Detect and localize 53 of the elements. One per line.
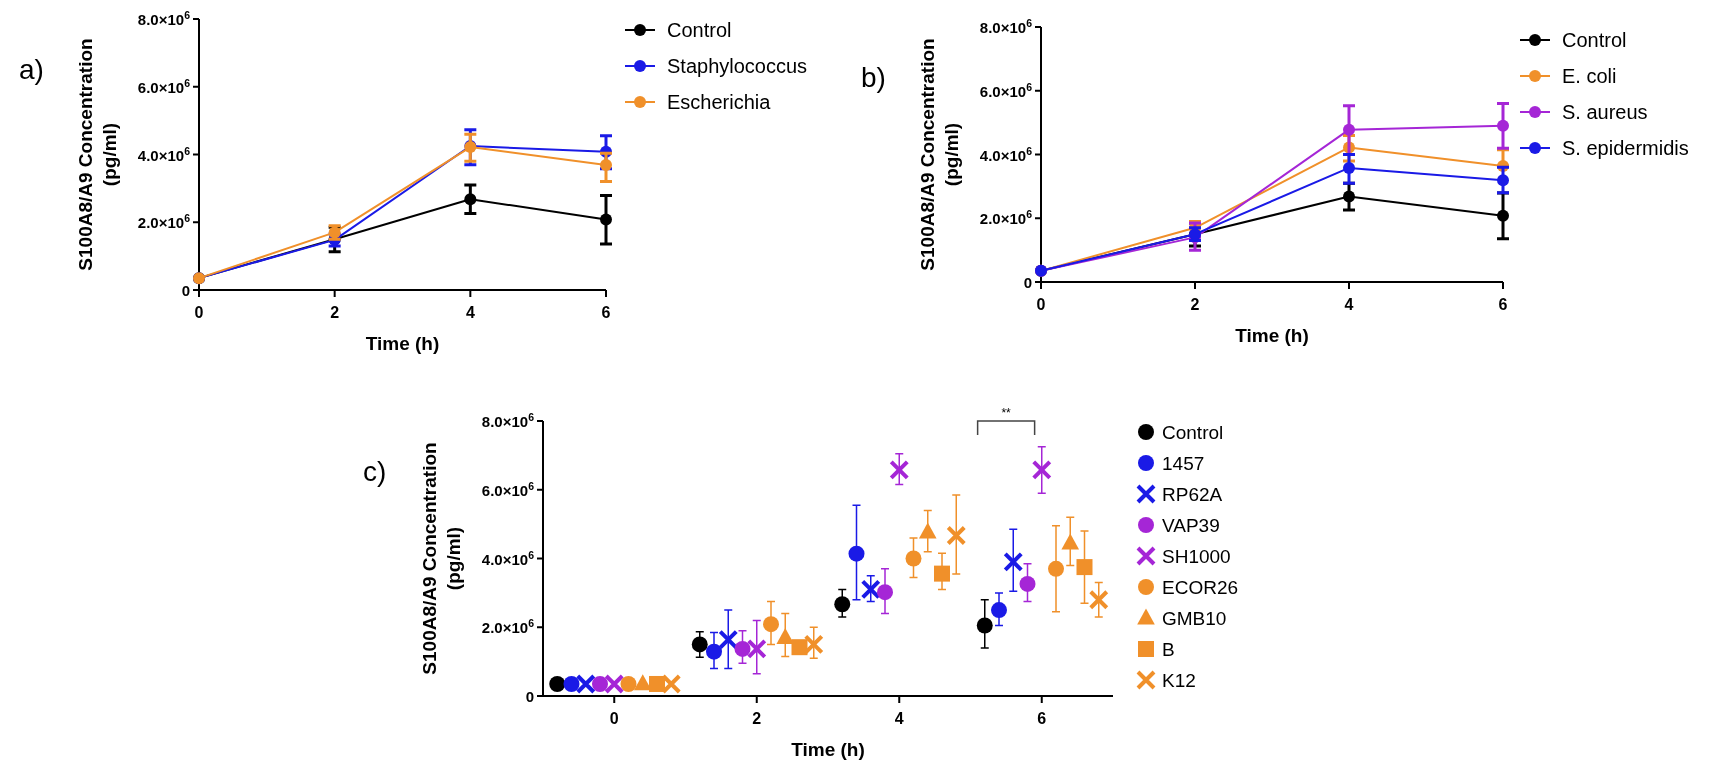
legend-label: Control — [667, 19, 732, 41]
legend-label: E. coli — [1562, 65, 1617, 87]
x-tick-label: 0 — [1036, 296, 1046, 313]
x-tick-label: 6 — [1037, 710, 1047, 727]
legend-label: GMB10 — [1162, 608, 1227, 629]
x-tick-label: 2 — [330, 304, 340, 321]
legend-label: RP62A — [1162, 484, 1223, 505]
text: ** — [1001, 406, 1012, 420]
x-tick-label: 4 — [1344, 296, 1354, 313]
legend-label: Escherichia — [667, 91, 772, 113]
y-tick-label: 8.0×10$^{6}$ — [979, 17, 1033, 36]
x-axis-title: Time (h) — [791, 739, 865, 760]
x-tick-label: 4 — [465, 304, 475, 321]
y-tick-label: 4.0×10$^{6}$ — [137, 144, 191, 164]
y-tick-label: 2.0×10$^{6}$ — [979, 208, 1033, 228]
y-tick-label: 0 — [525, 688, 534, 705]
x-tick-label: 6 — [601, 304, 611, 321]
legend-label: B — [1162, 639, 1175, 660]
text: a) — [19, 54, 44, 85]
legend-label: VAP39 — [1162, 515, 1220, 536]
y-tick-label: 4.0×10$^{6}$ — [979, 144, 1033, 164]
x-tick-label: 6 — [1498, 296, 1508, 313]
legend-label: S. epidermidis — [1562, 137, 1689, 159]
x-tick-label: 0 — [609, 710, 619, 727]
x-tick-label: 0 — [194, 304, 204, 321]
y-tick-label: 0 — [1023, 274, 1032, 291]
y-tick-label: 6.0×10$^{6}$ — [137, 76, 191, 96]
text: b) — [861, 62, 886, 93]
legend-label: S. aureus — [1562, 101, 1648, 123]
text: c) — [363, 456, 387, 487]
y-tick-label: 8.0×10$^{6}$ — [137, 9, 191, 28]
y-tick-label: 4.0×10$^{6}$ — [481, 548, 535, 568]
y-axis-title: S100A8/A9 Concentration (pg/ml) — [75, 38, 120, 271]
y-axis-title: S100A8/A9 Concentration (pg/ml) — [917, 38, 962, 271]
legend-label: Control — [1562, 29, 1627, 51]
x-tick-label: 2 — [752, 710, 762, 727]
x-tick-label: 4 — [894, 710, 904, 727]
y-tick-label: 6.0×10$^{6}$ — [979, 80, 1033, 100]
y-axis-title: S100A8/A9 Concentration (pg/ml) — [419, 442, 464, 675]
y-tick-label: 8.0×10$^{6}$ — [481, 411, 535, 430]
legend-label: SH1000 — [1162, 546, 1231, 567]
y-tick-label: 0 — [181, 282, 190, 299]
legend-label: Control — [1162, 422, 1224, 443]
x-axis-title: Time (h) — [1235, 325, 1309, 346]
y-tick-label: 2.0×10$^{6}$ — [481, 617, 535, 637]
x-axis-title: Time (h) — [365, 333, 440, 354]
legend-label: K12 — [1162, 670, 1196, 691]
legend-label: ECOR26 — [1162, 577, 1239, 598]
legend-label: Staphylococcus — [667, 55, 808, 77]
y-tick-label: 6.0×10$^{6}$ — [481, 479, 535, 499]
y-tick-label: 2.0×10$^{6}$ — [137, 212, 191, 232]
x-tick-label: 2 — [1190, 296, 1200, 313]
legend-label: 1457 — [1162, 453, 1205, 474]
